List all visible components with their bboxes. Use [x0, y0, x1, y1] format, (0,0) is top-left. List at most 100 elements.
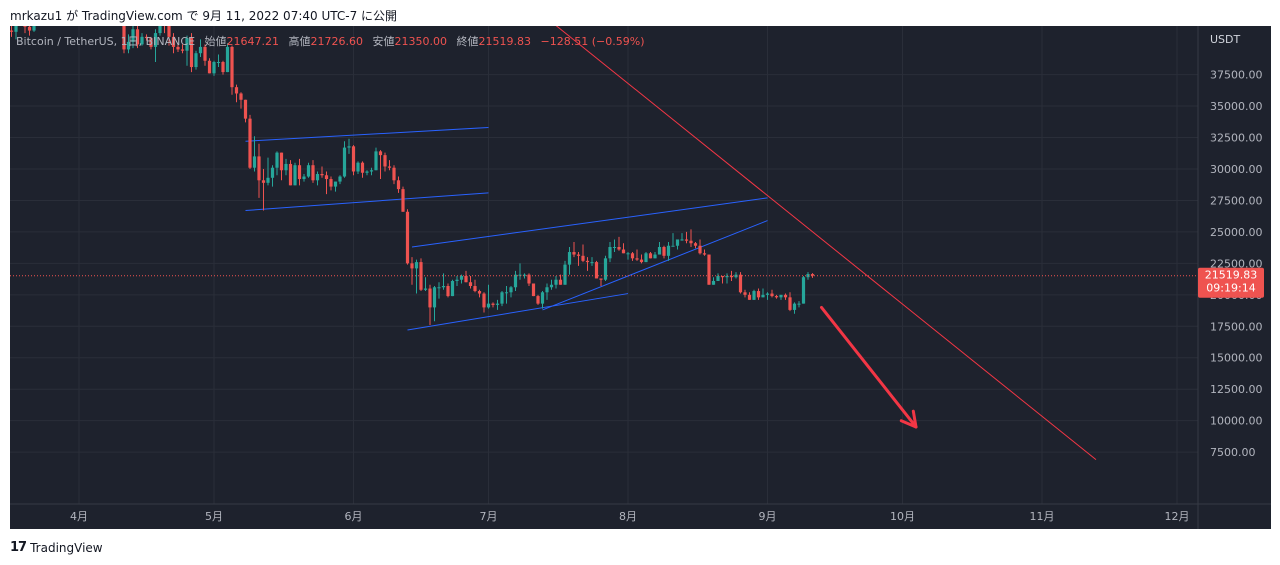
candle-body: [563, 264, 567, 285]
candle-body: [801, 277, 806, 304]
candle-body: [725, 275, 729, 278]
candle-body: [396, 180, 401, 190]
candle-body: [662, 247, 666, 256]
candle-body: [351, 146, 356, 172]
candle: [689, 229, 693, 248]
candle: [540, 291, 545, 309]
candle: [216, 54, 221, 68]
candle-body: [329, 179, 333, 187]
candle: [387, 160, 392, 171]
candle: [684, 231, 689, 244]
candle-body: [527, 274, 531, 284]
candle: [693, 241, 698, 249]
candle-body: [356, 162, 360, 172]
candle-body: [459, 275, 464, 280]
candle-body: [486, 303, 491, 308]
time-tick-label: 9月: [759, 510, 777, 523]
candle: [725, 273, 729, 284]
candle: [666, 241, 671, 261]
candle: [266, 157, 270, 186]
candle: [770, 289, 774, 298]
candle: [486, 284, 491, 309]
candle-body: [432, 287, 437, 308]
candle: [743, 289, 747, 298]
candle-body: [702, 253, 707, 255]
candle: [765, 292, 770, 300]
candle: [549, 279, 554, 290]
candle: [468, 275, 473, 289]
candle-body: [621, 249, 626, 254]
candlestick-chart[interactable]: 7500.00 10000.00 12500.00 15000.00 17500.00 2…: [10, 26, 1271, 529]
candle-body: [585, 260, 590, 263]
footer: 𝟭𝟳 TradingView: [10, 540, 103, 555]
candle: [437, 282, 441, 299]
candle: [752, 289, 756, 300]
candle-body: [788, 297, 792, 310]
candle-body: [576, 254, 581, 256]
candle: [365, 170, 369, 176]
candle-body: [248, 118, 252, 168]
candle: [720, 275, 725, 284]
candle: [378, 150, 383, 180]
candle: [477, 289, 482, 298]
candle-body: [603, 258, 608, 280]
candle-body: [410, 263, 414, 269]
candle: [585, 257, 590, 271]
candle-body: [131, 29, 135, 42]
candle: [153, 29, 158, 63]
candle-body: [711, 280, 716, 285]
candle-body: [783, 294, 788, 298]
candle: [500, 291, 504, 307]
candle-body: [279, 152, 284, 171]
candle-body: [311, 165, 315, 181]
legend-close-label: 終値: [457, 34, 479, 48]
last-price-badge-bg: [1198, 267, 1264, 298]
candle: [383, 152, 387, 172]
candles: [10, 26, 815, 326]
candle: [369, 167, 374, 176]
candle-body: [554, 279, 558, 285]
candle: [140, 33, 144, 46]
candle: [374, 147, 378, 171]
candle-body: [779, 294, 783, 298]
candle-body: [522, 274, 527, 276]
candle: [482, 292, 486, 313]
candle-body: [225, 46, 230, 73]
candle-body: [428, 288, 432, 308]
candle-body: [608, 247, 612, 259]
legend-symbol: Bitcoin / TetherUS, 1日, BINANCE: [16, 35, 195, 48]
candle-body: [383, 155, 387, 167]
candle: [662, 245, 666, 259]
candle-body: [648, 253, 653, 259]
candle-body: [230, 46, 234, 88]
chart-area[interactable]: [10, 26, 1271, 529]
candle: [396, 176, 401, 193]
candle: [446, 283, 450, 298]
price-tick-label: 12500.00: [1210, 383, 1263, 396]
candle-body: [491, 303, 495, 305]
candle-body: [810, 274, 815, 276]
candle: [194, 50, 198, 70]
candle: [297, 158, 302, 186]
price-tick-label: 27500.00: [1210, 194, 1263, 207]
candle: [495, 299, 500, 310]
currency-label: USDT: [1210, 33, 1241, 46]
candle: [288, 160, 293, 186]
candle-body: [369, 170, 374, 172]
time-tick-label: 5月: [205, 510, 223, 523]
candle-body: [464, 275, 468, 283]
tradingview-logo-icon: 𝟭𝟳: [10, 540, 27, 555]
candle: [504, 286, 509, 304]
arrow-head: [899, 419, 918, 429]
candle-body: [545, 287, 549, 293]
candle: [230, 45, 234, 95]
candle: [738, 272, 743, 294]
candle: [653, 252, 657, 259]
candle-body: [284, 163, 288, 171]
candle: [788, 292, 792, 312]
candle-body: [752, 291, 756, 300]
candle: [342, 141, 347, 178]
candle-body: [135, 29, 140, 45]
candle: [747, 292, 752, 300]
candle: [599, 278, 603, 287]
